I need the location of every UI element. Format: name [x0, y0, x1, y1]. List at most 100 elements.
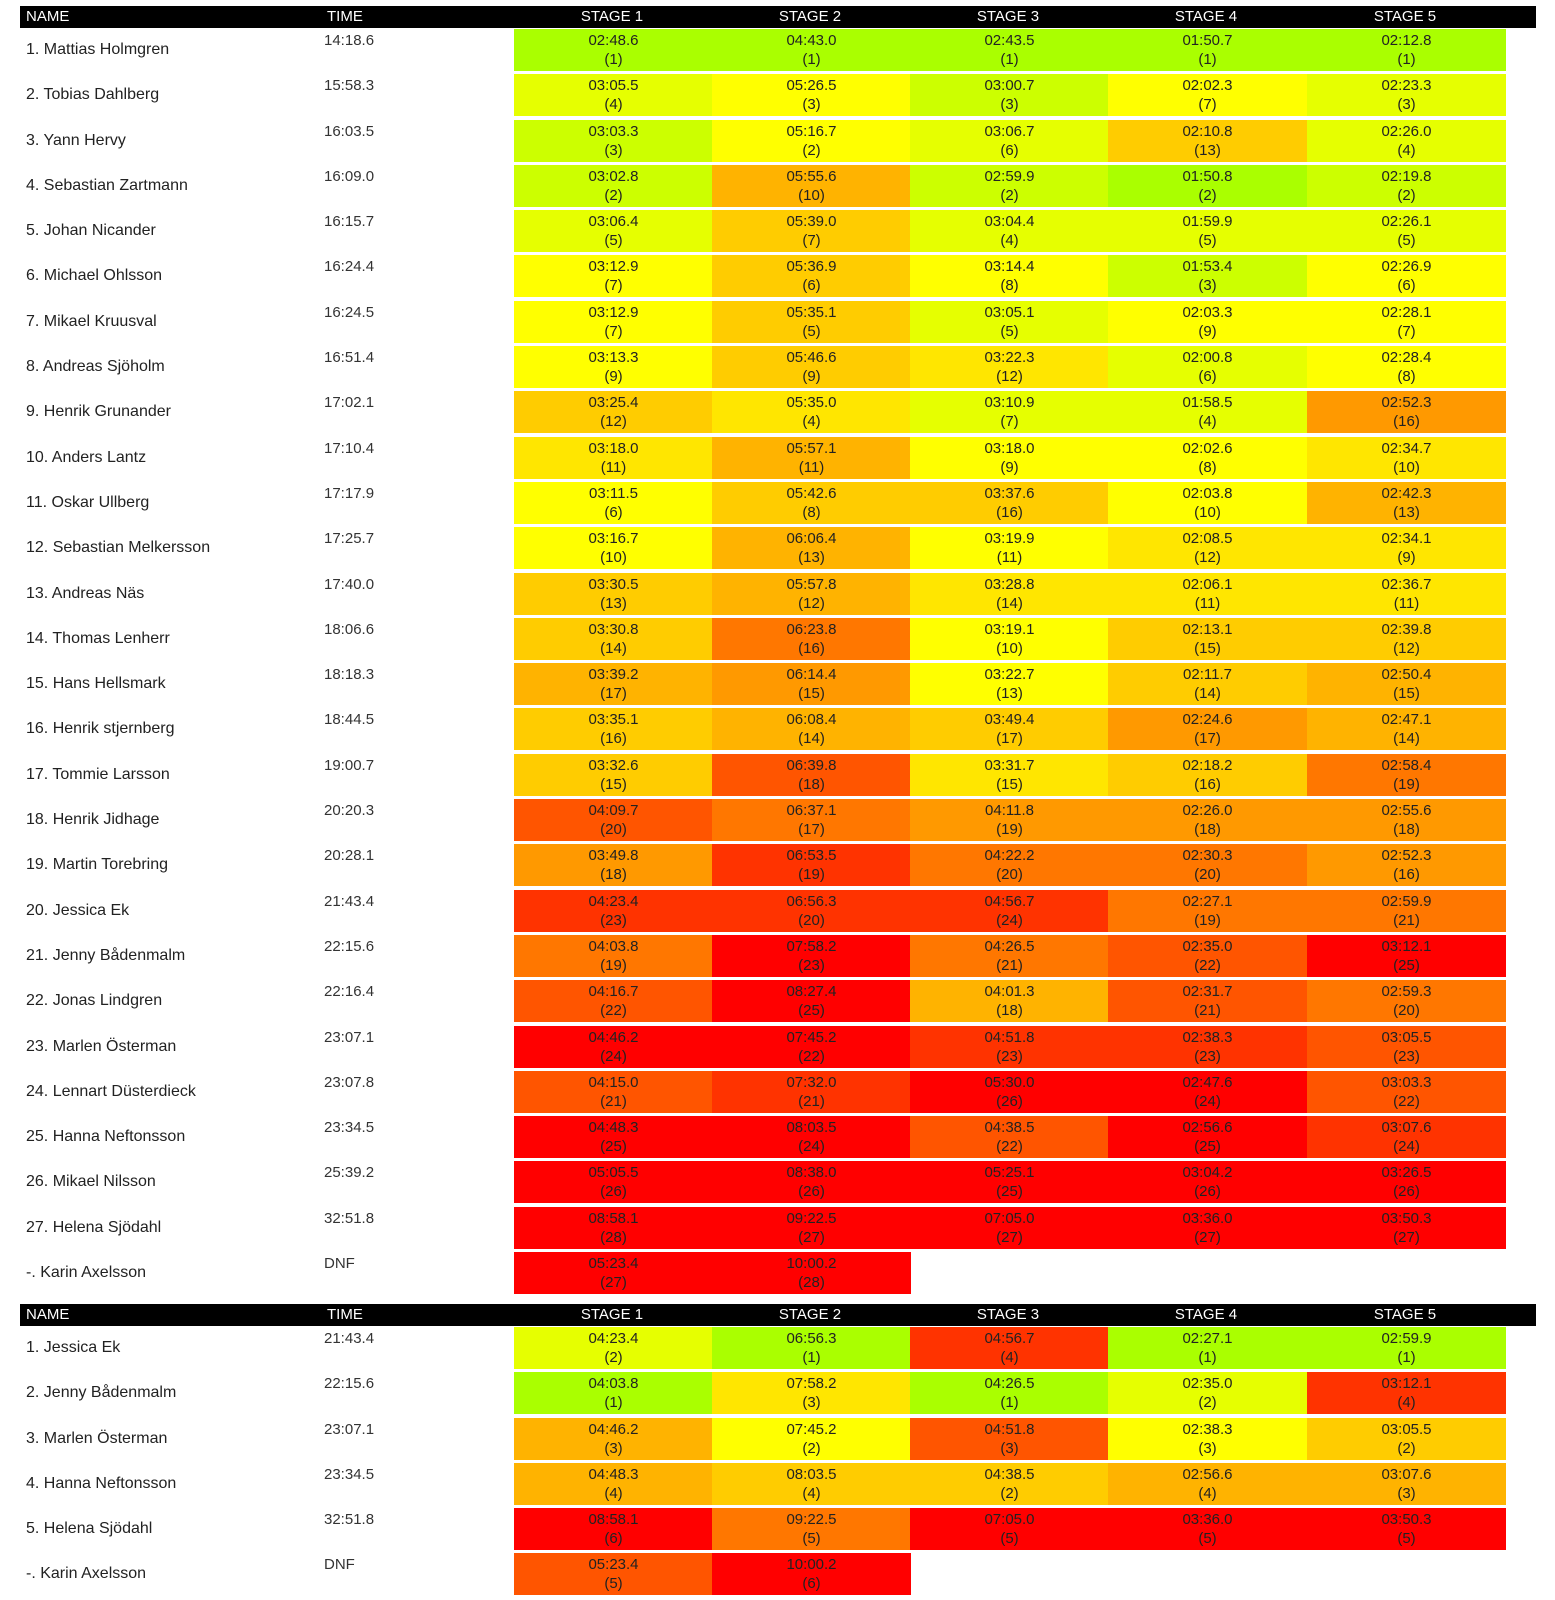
stage-time: 03:30.8 [588, 620, 639, 638]
stage-time: 04:51.8 [984, 1028, 1035, 1046]
total-time: 22:15.6 [324, 1375, 375, 1393]
stage-cell: 02:06.1 (11) [1108, 572, 1307, 615]
stage-rank: (26) [1393, 1183, 1420, 1201]
competitor-name: 20. Jessica Ek [26, 901, 130, 919]
stage-cell: 03:03.3 (22) [1307, 1070, 1506, 1113]
stage-cell: 10:00.2 (6) [712, 1553, 911, 1596]
stage-cell: 01:53.4 (3) [1108, 255, 1307, 298]
table-row: 19. Martin Torebring 20:28.1 03:49.8 (18) 06… [20, 843, 1536, 888]
stage-time: 02:38.3 [1182, 1420, 1233, 1438]
stage-time: 02:59.9 [1381, 1330, 1432, 1347]
stage-cell: 06:53.5 (19) [712, 844, 911, 887]
competitor-name: 17. Tommie Larsson [26, 765, 170, 783]
stage-cell: 03:28.8 (14) [910, 572, 1109, 615]
stage-rank: (10) [798, 186, 825, 204]
stage-time: 10:00.2 [786, 1255, 837, 1273]
stage-time: 02:35.0 [1182, 1375, 1233, 1393]
competitor-name: -. Karin Axelsson [26, 1565, 147, 1583]
stage-cell: 08:27.4 (25) [712, 980, 911, 1023]
total-time: 23:34.5 [324, 1465, 375, 1483]
stage-cell: 05:55.6 (10) [712, 164, 911, 207]
table-row: 18. Henrik Jidhage 20:20.3 04:09.7 (20) 06:3… [20, 798, 1536, 843]
stage-rank: (23) [798, 956, 825, 974]
total-time: 17:40.0 [324, 575, 375, 593]
stage-cell: 02:59.3 (20) [1307, 980, 1506, 1023]
stage-time: 02:23.3 [1381, 77, 1432, 95]
stage-cell: 02:56.6 (25) [1108, 1116, 1307, 1159]
stage-time: 03:25.4 [588, 394, 639, 412]
stage-rank: (4) [1198, 413, 1217, 431]
stage-time: 04:26.5 [984, 937, 1035, 955]
table-row: 2. Jenny Bådenmalm 22:15.6 04:03.8 (1) 07:58… [20, 1371, 1536, 1416]
total-time: 15:58.3 [324, 77, 375, 95]
table-row: -. Karin Axelsson DNF 05:23.4 (5) 10:00.2 (6) [20, 1552, 1536, 1597]
stage-rank: (27) [996, 1228, 1023, 1246]
stage-time: 06:37.1 [786, 802, 837, 820]
stage-rank: (25) [1194, 1138, 1221, 1156]
total-time: 32:51.8 [324, 1209, 375, 1227]
competitor-name: -. Karin Axelsson [26, 1264, 147, 1282]
stage-cell: 03:14.4 (8) [910, 255, 1109, 298]
stage-cell: 05:35.0 (4) [712, 391, 911, 434]
stage-rank: (8) [1000, 277, 1019, 295]
stage-time: 02:58.4 [1381, 756, 1432, 774]
stage-cell: 06:56.3 (20) [712, 889, 911, 932]
stage-rank: (1) [604, 51, 623, 68]
stage-time: 03:19.9 [984, 530, 1035, 548]
stage-rank: (17) [996, 730, 1023, 748]
stage-time: 01:59.9 [1182, 213, 1233, 231]
stage-rank: (6) [1198, 368, 1217, 386]
stage-rank: (7) [604, 277, 623, 295]
stage-time: 03:37.6 [984, 484, 1035, 502]
stage-time: 03:30.5 [588, 575, 639, 593]
stage-time: 02:56.6 [1182, 1465, 1233, 1483]
total-time: 18:06.6 [324, 620, 375, 638]
stage-rank: (14) [600, 639, 627, 657]
stage-time: 01:50.7 [1182, 32, 1233, 49]
stage-rank: (1) [1397, 51, 1416, 68]
total-time: 16:51.4 [324, 349, 375, 367]
stage-cell: 02:03.3 (9) [1108, 300, 1307, 343]
stage-cell: 03:03.3 (3) [514, 119, 713, 162]
stage-cell: 03:11.5 (6) [514, 481, 713, 524]
competitor-name: 5. Helena Sjödahl [26, 1520, 153, 1538]
stage-cell: 02:31.7 (21) [1108, 980, 1307, 1023]
stage-rank: (6) [802, 277, 821, 295]
stage-time: 03:06.4 [588, 213, 639, 231]
stage-time: 09:22.5 [786, 1511, 837, 1529]
competitor-name: 10. Anders Lantz [26, 448, 147, 466]
stage-time: 04:03.8 [588, 937, 639, 955]
stage-cell: 05:16.7 (2) [712, 119, 911, 162]
stage-cell: 08:58.1 (28) [514, 1206, 713, 1249]
stage-cell: 03:10.9 (7) [910, 391, 1109, 434]
stage-time: 02:38.3 [1182, 1028, 1233, 1046]
stage-cell: 02:35.0 (22) [1108, 934, 1307, 977]
stage-rank: (22) [798, 1047, 825, 1065]
stage-cell: 04:48.3 (4) [514, 1462, 713, 1505]
stage-cell: 04:46.2 (3) [514, 1417, 713, 1460]
stage-rank: (24) [1194, 1092, 1221, 1110]
stage-rank: (5) [1198, 1530, 1217, 1548]
table-row: 17. Tommie Larsson 19:00.7 03:32.6 (15) 06:3… [20, 753, 1536, 798]
stage-time: 02:52.3 [1381, 847, 1432, 865]
competitor-name: 16. Henrik stjernberg [26, 720, 175, 738]
stage-time: 03:04.4 [984, 213, 1035, 231]
stage-cell: 04:03.8 (1) [514, 1372, 713, 1415]
stage-rank: (25) [1393, 956, 1420, 974]
stage-time: 04:46.2 [588, 1420, 639, 1438]
stage-cell: 02:24.6 (17) [1108, 708, 1307, 751]
header-stage-2: STAGE 2 [778, 8, 842, 25]
total-time: 16:24.4 [324, 258, 375, 276]
stage-time: 03:13.3 [588, 349, 639, 367]
stage-rank: (6) [802, 1575, 821, 1593]
total-time: 20:20.3 [324, 802, 375, 820]
stage-cell: 03:05.5 (4) [514, 74, 713, 117]
stage-time: 03:22.3 [984, 349, 1035, 367]
header-stage-5: STAGE 5 [1373, 1306, 1437, 1323]
stage-cell: 03:19.1 (10) [910, 617, 1109, 660]
stage-rank: (1) [1000, 1394, 1019, 1412]
stage-rank: (16) [600, 730, 627, 748]
stage-time: 03:12.1 [1381, 1375, 1432, 1393]
stage-time: 03:22.7 [984, 666, 1035, 684]
competitor-name: 26. Mikael Nilsson [26, 1173, 156, 1191]
